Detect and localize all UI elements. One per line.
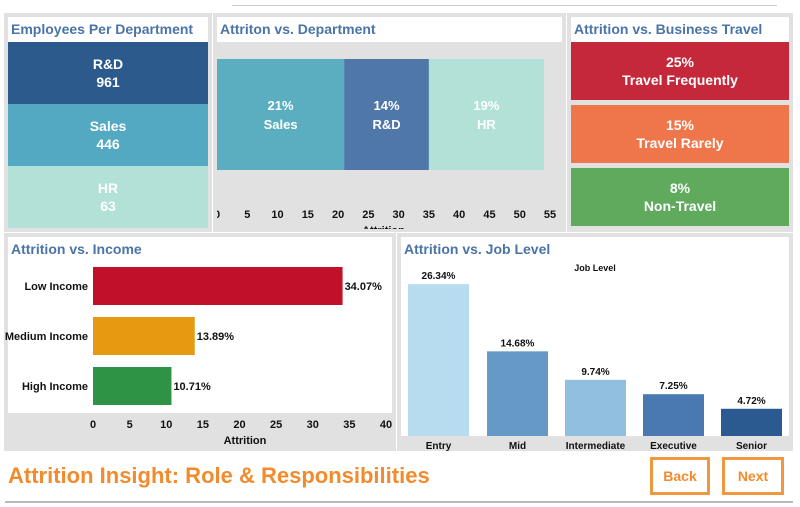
- page-title: Attrition Insight: Role & Responsibiliti…: [8, 463, 430, 488]
- travel-panel-title: Attrition vs. Business Travel: [571, 17, 789, 42]
- joblevel-value-label: 26.34%: [422, 271, 456, 282]
- next-button[interactable]: Next: [722, 457, 784, 495]
- department-panel: Attriton vs. Department 21% Sales 14% R&D 19…: [213, 13, 566, 232]
- income-x-tick: 35: [343, 419, 355, 431]
- employees-tile-name: R&D: [92, 56, 124, 72]
- income-panel: Attrition vs. Income Low Income 34.07% Med…: [4, 233, 396, 451]
- joblevel-value-label: 9.74%: [581, 367, 609, 378]
- department-bar-hr: [428, 59, 544, 170]
- department-x-tick: 25: [362, 209, 374, 221]
- joblevel-panel: Attrition vs. Job Level Job Level 26.34% E…: [397, 233, 793, 451]
- employees-panel: Employees Per Department R&D 961 Sales 446 H…: [4, 13, 212, 232]
- employees-tile-value: 63: [100, 198, 116, 214]
- joblevel-value-label: 4.72%: [737, 396, 765, 407]
- bottom-divider: [5, 501, 793, 503]
- travel-tile-pct: 25%: [665, 54, 695, 70]
- income-bar-high-income: [93, 367, 172, 405]
- department-x-tick: 40: [453, 209, 465, 221]
- joblevel-bar-intermediate: [565, 379, 626, 436]
- department-x-tick: 50: [514, 209, 526, 221]
- department-x-axis-label: Attrition: [362, 225, 405, 229]
- income-value-label: 13.89%: [197, 331, 235, 343]
- income-value-label: 10.71%: [173, 381, 211, 393]
- department-x-tick: 5: [244, 209, 250, 221]
- department-bar-category-label: R&D: [372, 117, 400, 132]
- travel-tiles: 25% Travel Frequently 15% Travel Rarely 8% No…: [571, 42, 789, 229]
- travel-tile-pct: 15%: [665, 117, 695, 133]
- department-x-tick: 55: [544, 209, 556, 221]
- income-x-tick: 25: [270, 419, 282, 431]
- top-divider: [232, 5, 777, 6]
- department-x-tick: 20: [332, 209, 344, 221]
- income-bar-low-income: [93, 267, 343, 305]
- department-x-tick: 30: [393, 209, 405, 221]
- joblevel-value-label: 14.68%: [501, 338, 535, 349]
- travel-tile-label: Non-Travel: [643, 198, 717, 214]
- travel-panel: Attrition vs. Business Travel 25% Travel …: [567, 13, 793, 232]
- department-x-tick: 35: [423, 209, 435, 221]
- employees-tile-value: 961: [96, 74, 120, 90]
- department-x-tick: 0: [217, 209, 220, 221]
- income-chart: Low Income 34.07% Medium Income 13.89% High …: [5, 262, 392, 447]
- income-category-label: High Income: [22, 381, 88, 393]
- department-bar-pct-label: 21%: [268, 98, 294, 113]
- income-x-tick: 40: [380, 419, 392, 431]
- income-x-tick: 30: [307, 419, 319, 431]
- employees-tile-name: Sales: [89, 118, 127, 134]
- department-x-tick: 45: [483, 209, 495, 221]
- department-bar-pct-label: 19%: [473, 98, 499, 113]
- joblevel-category-label: Senior: [736, 441, 767, 451]
- travel-tile-pct: 8%: [669, 180, 691, 196]
- income-x-tick: 0: [90, 419, 96, 431]
- joblevel-panel-title: Attrition vs. Job Level: [401, 237, 789, 262]
- joblevel-category-label: Intermediate: [566, 441, 626, 451]
- income-category-label: Medium Income: [5, 331, 88, 343]
- employees-tile-63: HR 63: [8, 166, 208, 228]
- travel-tile-label: Travel Rarely: [636, 135, 724, 151]
- income-panel-title: Attrition vs. Income: [8, 237, 392, 262]
- joblevel-bar-senior: [721, 408, 782, 436]
- travel-tile-travel-rarely: 15% Travel Rarely: [571, 105, 789, 163]
- income-x-axis-label: Attrition: [224, 435, 267, 447]
- joblevel-bar-executive: [643, 394, 704, 436]
- department-x-tick: 10: [271, 209, 283, 221]
- income-value-label: 34.07%: [345, 281, 383, 293]
- joblevel-category-label: Mid: [509, 441, 526, 451]
- department-x-tick: 15: [302, 209, 314, 221]
- joblevel-legend-title: Job Level: [574, 263, 616, 273]
- employees-tile-961: R&D 961: [8, 42, 208, 104]
- department-panel-title: Attriton vs. Department: [217, 17, 562, 42]
- income-bar-medium-income: [93, 317, 195, 355]
- income-category-label: Low Income: [24, 281, 88, 293]
- employees-tile-value: 446: [96, 136, 120, 152]
- joblevel-bar-mid: [487, 351, 548, 436]
- department-bar-pct-label: 14%: [374, 98, 400, 113]
- income-x-tick: 20: [233, 419, 245, 431]
- department-bar-sales: [217, 59, 345, 170]
- employees-tile-446: Sales 446: [8, 104, 208, 166]
- employees-tiles: R&D 961 Sales 446 HR 63: [8, 42, 208, 229]
- joblevel-category-label: Entry: [426, 441, 452, 451]
- employees-panel-title: Employees Per Department: [8, 17, 208, 42]
- income-x-tick: 10: [160, 419, 172, 431]
- employees-tile-name: HR: [97, 180, 119, 196]
- travel-tile-label: Travel Frequently: [622, 72, 738, 88]
- department-bar-r-d: [344, 59, 429, 170]
- joblevel-chart: Job Level 26.34% Entry 14.68% Mid 9.74% Interm…: [401, 262, 789, 451]
- joblevel-category-label: Executive: [650, 441, 697, 451]
- back-button[interactable]: Back: [650, 457, 710, 495]
- income-x-tick: 5: [127, 419, 133, 431]
- travel-tile-non-travel: 8% Non-Travel: [571, 168, 789, 226]
- joblevel-value-label: 7.25%: [659, 381, 687, 392]
- department-bar-category-label: HR: [477, 117, 496, 132]
- joblevel-bar-entry: [408, 284, 469, 436]
- department-chart: 21% Sales 14% R&D 19% HR 0 5 10 15 20 25 30 35 40 45 50 5…: [217, 42, 562, 229]
- travel-tile-travel-frequently: 25% Travel Frequently: [571, 42, 789, 100]
- department-bar-category-label: Sales: [264, 117, 298, 132]
- income-x-tick: 15: [197, 419, 209, 431]
